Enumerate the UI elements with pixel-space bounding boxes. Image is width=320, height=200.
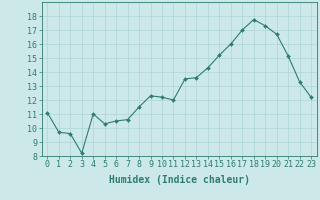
X-axis label: Humidex (Indice chaleur): Humidex (Indice chaleur) [109,175,250,185]
